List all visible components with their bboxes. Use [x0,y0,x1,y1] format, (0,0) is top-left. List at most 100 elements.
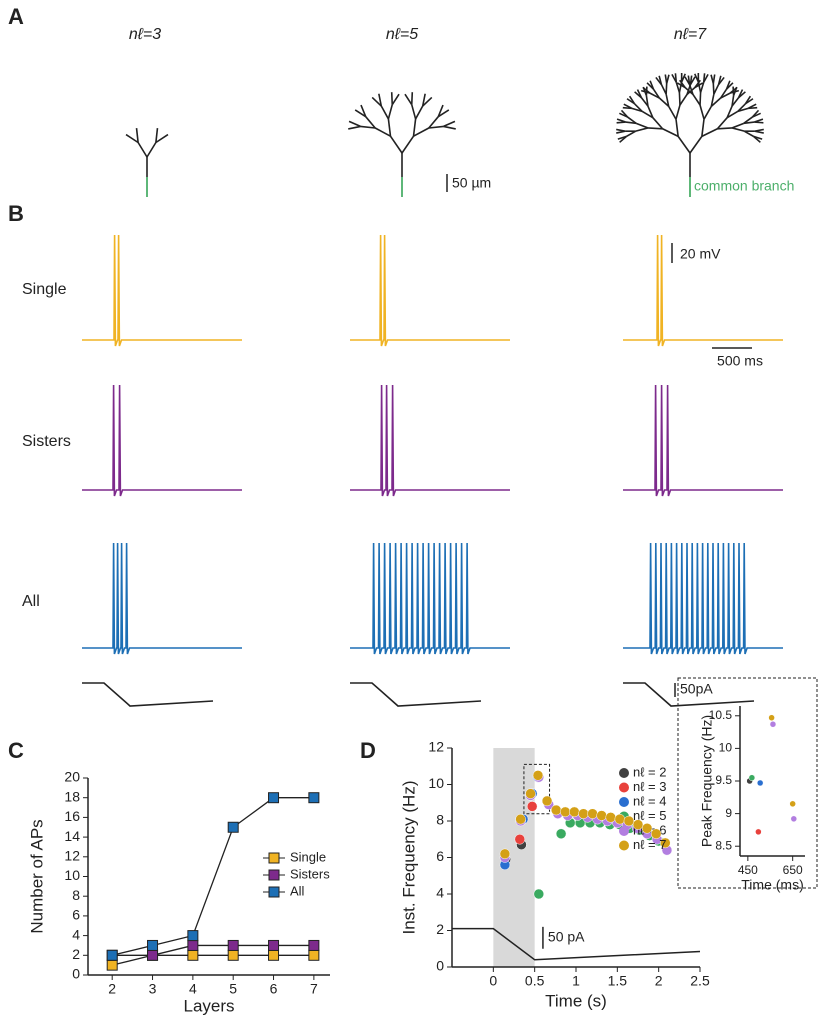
dendrite [633,103,643,112]
dendrite [125,133,139,144]
y-tick-label: 10 [719,741,733,755]
dendrite [137,142,148,158]
dendrite [374,127,391,137]
point [560,806,571,818]
point [768,714,775,721]
dendrite [731,95,735,107]
marker [147,939,159,951]
dendrite [737,107,749,113]
dendrite [701,119,705,137]
scale-label: 50 µm [452,175,491,191]
dendrite [642,86,651,94]
point [525,788,536,799]
dendrite [387,118,392,137]
dendrite [712,83,715,95]
dendrite [437,104,444,117]
point [748,774,756,781]
dendrite [414,105,424,120]
dendrite [720,92,731,99]
dendrite [678,81,683,93]
point [614,813,626,825]
marker [187,930,199,942]
y-tick-label: 6 [436,848,444,864]
point [623,815,635,827]
x-tick-label: 6 [270,981,278,997]
dendrite [665,74,670,84]
dendrite [660,84,667,95]
y-tick-label: 2 [436,921,444,937]
dendrite [675,104,681,120]
dendrite [155,128,159,143]
dendrite [717,76,725,86]
dendrite [443,120,456,128]
dendrite [744,98,754,105]
dendrite [428,116,439,129]
marker [227,939,239,951]
dendrite [649,92,660,99]
dendrite [738,91,746,99]
legend-marker [268,869,280,881]
y-tick-label: 9 [725,806,732,820]
zoom-box [523,763,551,815]
y-axis-label: Number of APs [27,819,46,933]
dendrite [743,121,755,125]
x-tick-label: 1 [572,973,580,989]
y-tick-label: 10.5 [709,708,733,722]
dendrite [754,130,764,134]
marker [227,949,239,961]
dendrite [665,83,668,95]
row-label: Sisters [22,433,71,450]
x-axis-label: Time (s) [545,991,607,1010]
dendrite [701,128,718,138]
legend-marker [619,797,629,807]
dendrite [401,135,415,154]
dendrite [699,82,705,93]
dendrite [710,93,715,107]
point [641,823,653,834]
dendrite [421,93,426,107]
dendrite [662,128,679,138]
x-tick-label: 1.5 [608,973,628,989]
stimulus-trace [350,682,482,707]
dendrite [743,130,754,138]
y-tick-label: 8 [72,887,80,903]
dendrite [348,125,361,130]
dendrite [378,93,383,107]
dendrite [754,121,764,124]
dendrite [678,92,681,106]
dendrite [679,79,686,88]
x-tick-label: 0 [489,973,497,989]
legend-label: nℓ = 3 [633,779,666,794]
dendrite [710,97,722,107]
dendrite [135,128,139,143]
dendrite [667,106,677,120]
point [605,812,616,823]
legend-marker [619,840,629,851]
dendrite [665,93,670,107]
dendrite [732,86,738,96]
dendrite [380,105,390,120]
dendrite [748,106,758,110]
marker [147,949,159,961]
marker [187,949,199,961]
dendrite [623,103,633,110]
voltage-trace [623,384,783,497]
dendrite [680,73,686,83]
dendrite [389,135,403,154]
y-tick-label: 10 [428,775,444,791]
point [789,800,796,808]
dendrite [647,127,663,130]
point [526,801,538,812]
legend-label: Single [290,849,326,864]
marker [106,959,118,971]
legend-label: nℓ = 5 [633,808,666,823]
dendrite [674,73,678,83]
dendrite [713,84,720,95]
dendrite [731,97,740,107]
y-tick-label: 20 [64,769,80,785]
point [550,804,562,816]
dendrite [675,119,679,137]
dendrite [620,109,629,118]
point [532,770,544,781]
